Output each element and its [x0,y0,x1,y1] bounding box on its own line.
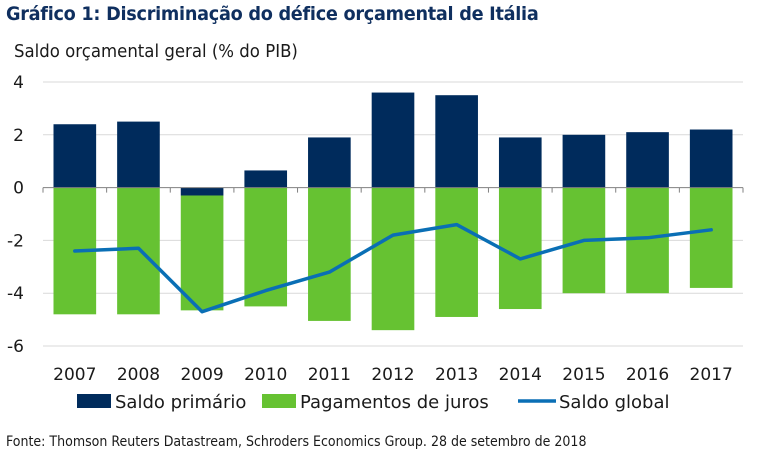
bar-saldo-primario [53,124,97,188]
legend-label-saldo-primario: Saldo primário [115,392,246,413]
bar-saldo-primario [244,170,288,188]
bar-saldo-primario [117,121,160,188]
bar-pagamentos-juros [308,187,351,321]
x-tick-label: 2010 [244,365,287,385]
bar-pagamentos-juros [498,187,542,310]
x-tick-label: 2015 [562,365,605,385]
legend-label-pagamentos-juros: Pagamentos de juros [300,392,489,413]
x-tick-label: 2013 [435,365,478,385]
legend-swatch-saldo-primario [77,394,111,408]
x-tick-label: 2008 [117,365,160,385]
bar-pagamentos-juros [435,187,478,317]
chart-title: Gráfico 1: Discriminação do défice orçam… [6,3,539,25]
y-tick-label: 0 [13,179,24,199]
legend-swatch-pagamentos-juros [262,394,296,408]
x-tick-label: 2009 [180,365,223,385]
x-tick-label: 2011 [308,365,351,385]
bar-pagamentos-juros [689,187,733,288]
x-axis [42,187,744,193]
bar-saldo-primario [435,95,478,188]
bar-saldo-primario [371,92,415,188]
bar-pagamentos-juros [180,195,224,311]
y-tick-label: 2 [13,126,24,146]
bar-pagamentos-juros [244,187,288,307]
bar-saldo-primario [498,137,542,188]
bar-saldo-primario [689,129,733,188]
x-axis-ticks: 2007 2008 2009 2010 2011 2012 2013 2014 2015 2016… [53,365,733,385]
y-tick-label: -2 [7,231,24,251]
bar-saldo-primario [562,134,606,188]
bars [53,92,733,331]
y-axis-label: Saldo orçamental geral (% do PIB) [14,41,298,62]
y-axis-ticks: 4 2 0 -2 -4 -6 [7,73,24,357]
bar-saldo-primario [180,187,224,196]
legend: Saldo primário Pagamentos de juros Saldo g… [77,392,670,413]
y-tick-label: -4 [7,284,24,304]
bar-pagamentos-juros [371,187,415,331]
bar-pagamentos-juros [117,187,160,315]
bar-pagamentos-juros [626,187,669,294]
bar-saldo-primario [626,132,669,188]
y-tick-label: -6 [7,337,24,357]
x-tick-label: 2017 [690,365,733,385]
saldo-global-line-group [73,222,713,314]
x-tick-label: 2016 [626,365,669,385]
x-tick-label: 2014 [499,365,542,385]
y-tick-label: 4 [13,73,24,93]
source-note: Fonte: Thomson Reuters Datastream, Schro… [6,434,587,450]
bar-saldo-primario [308,137,351,188]
x-tick-label: 2007 [53,365,96,385]
x-tick-label: 2012 [371,365,414,385]
legend-label-saldo-global: Saldo global [559,392,670,413]
